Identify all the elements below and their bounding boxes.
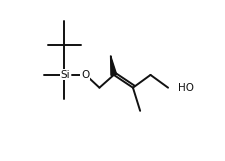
Text: Si: Si [60, 70, 70, 80]
Polygon shape [110, 56, 114, 75]
Text: HO: HO [177, 83, 193, 93]
Polygon shape [110, 56, 116, 75]
Text: O: O [81, 70, 89, 80]
